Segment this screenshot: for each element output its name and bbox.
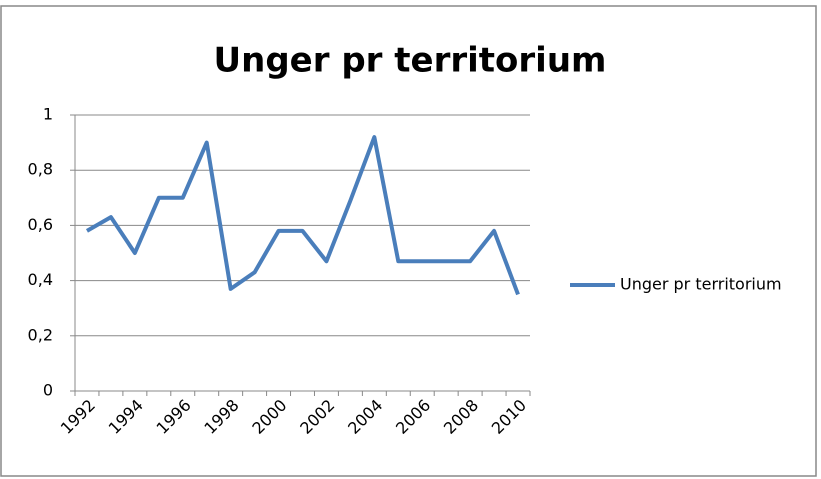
y-tick-label: 0,8 bbox=[28, 160, 53, 179]
chart-frame bbox=[0, 5, 817, 477]
y-tick-label: 0 bbox=[43, 381, 53, 400]
y-tick-label: 0,4 bbox=[28, 270, 53, 289]
y-tick-label: 0,6 bbox=[28, 215, 53, 234]
chart-title: Unger pr territorium bbox=[214, 41, 607, 81]
y-tick-label: 0,2 bbox=[28, 325, 53, 344]
legend-label: Unger pr territorium bbox=[620, 275, 782, 294]
y-tick-label: 1 bbox=[43, 105, 53, 124]
data-line bbox=[85, 135, 520, 296]
